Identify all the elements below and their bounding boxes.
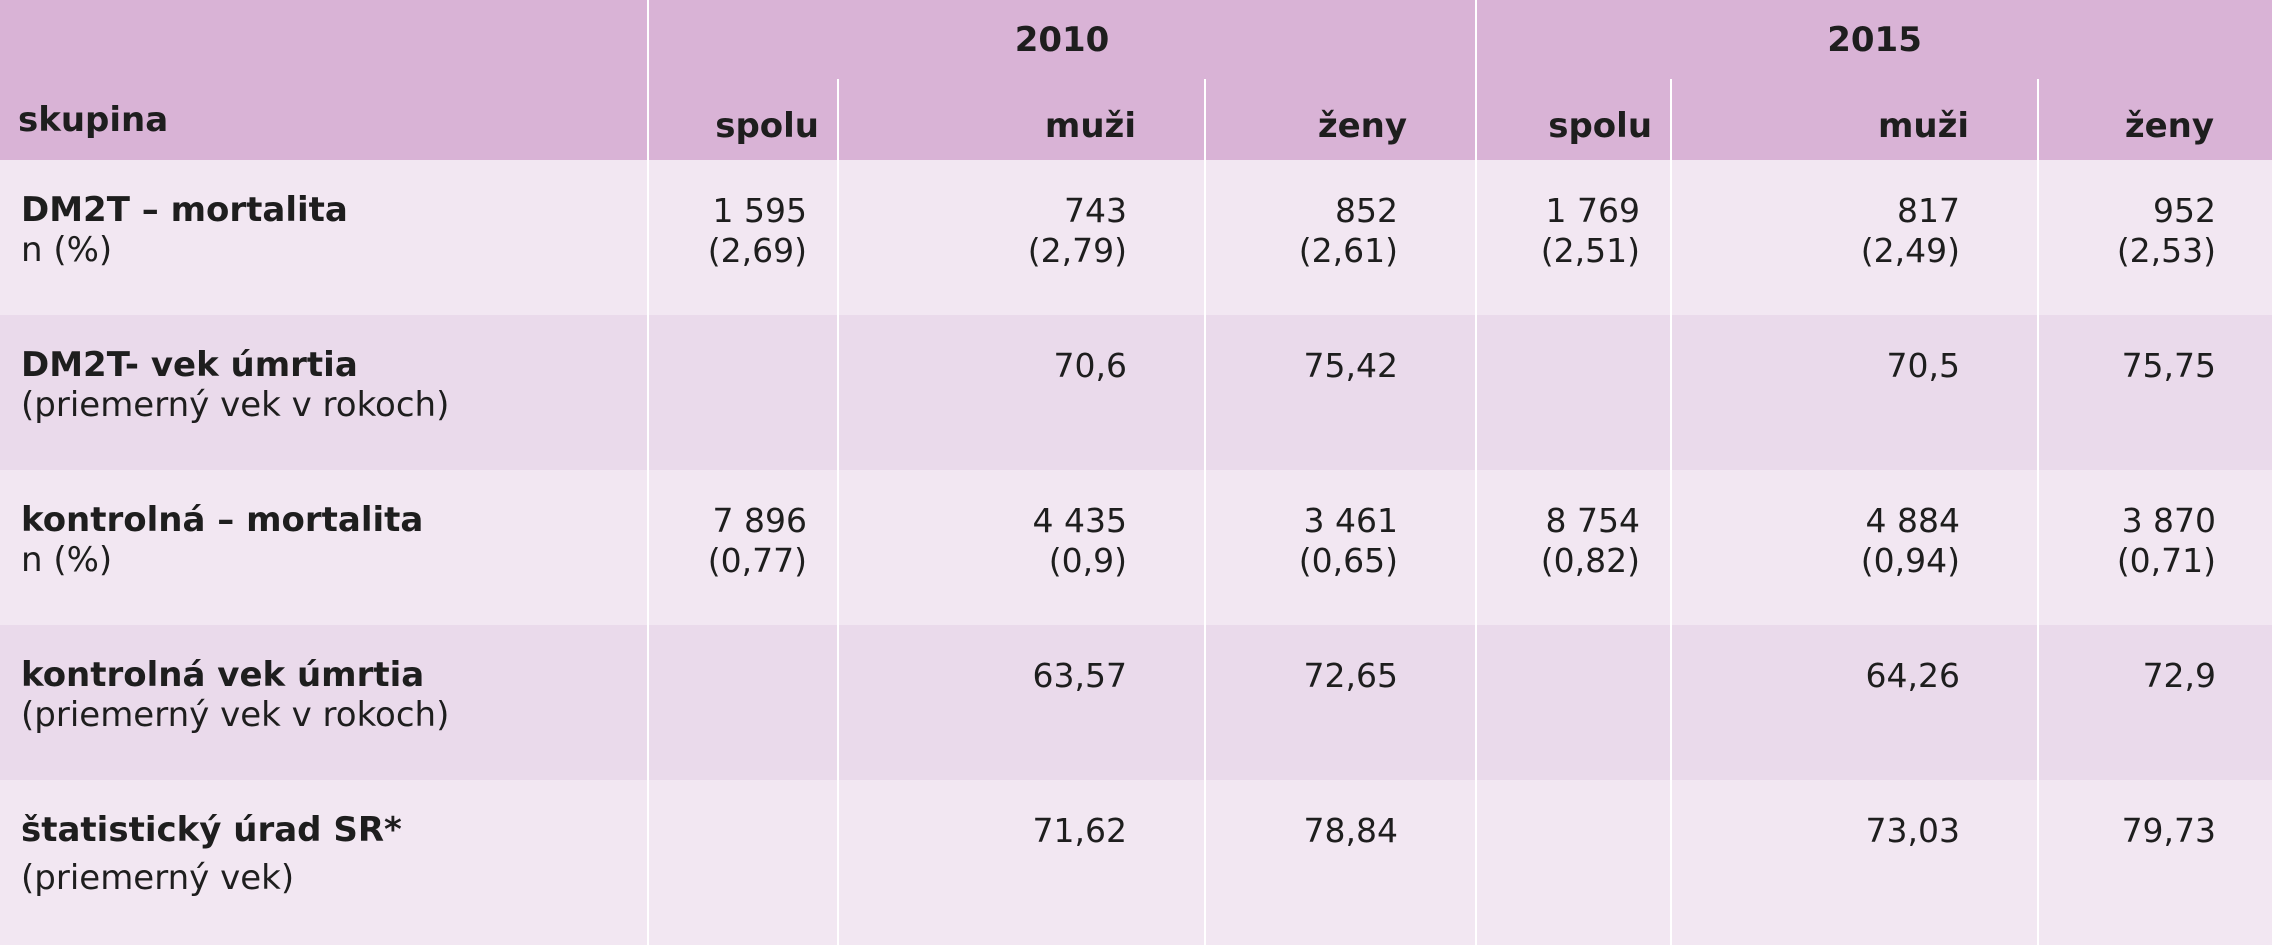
year-header-2015: 2015 bbox=[1475, 0, 2272, 79]
cell-2010-women: 75,42 bbox=[1203, 315, 1477, 470]
cell-2010-total: 1 595 (2,69) bbox=[647, 160, 838, 315]
sub-header-2010-women: ženy bbox=[1203, 79, 1477, 160]
row-subtitle: n (%) bbox=[21, 540, 113, 580]
cell-2010-total bbox=[647, 315, 838, 470]
row-subtitle: (priemerný vek) bbox=[21, 858, 295, 898]
cell-2015-men: 64,26 bbox=[1670, 625, 2039, 780]
cell-2010-women: 72,65 bbox=[1203, 625, 1477, 780]
cell-2015-total: 1 769 (2,51) bbox=[1475, 160, 1672, 315]
row-title: DM2T- vek úmrtia bbox=[21, 345, 358, 385]
cell-2015-men: 73,03 bbox=[1670, 780, 2039, 945]
sub-header-2015-men: muži bbox=[1670, 79, 2039, 160]
cell-2015-total bbox=[1475, 315, 1672, 470]
row-subtitle: n (%) bbox=[21, 230, 113, 270]
sub-header-row: skupina spolu muži ženy spolu muži ženy bbox=[0, 79, 2272, 160]
cell-2015-women: 3 870 (0,71) bbox=[2037, 470, 2272, 625]
cell-2015-total bbox=[1475, 625, 1672, 780]
cell-2015-total: 8 754 (0,82) bbox=[1475, 470, 1672, 625]
cell-2010-women: 78,84 bbox=[1203, 780, 1477, 945]
table-row: DM2T – mortalita n (%) 1 595 (2,69) 743 (2… bbox=[0, 160, 2272, 315]
row-subtitle: (priemerný vek v rokoch) bbox=[21, 695, 450, 735]
row-subtitle: (priemerný vek v rokoch) bbox=[21, 385, 450, 425]
row-label: DM2T- vek úmrtia (priemerný vek v rokoch… bbox=[0, 315, 648, 470]
cell-2010-men: 63,57 bbox=[837, 625, 1205, 780]
row-title: DM2T – mortalita bbox=[21, 190, 348, 230]
header-corner bbox=[0, 0, 648, 79]
sub-header-2015-women: ženy bbox=[2037, 79, 2272, 160]
cell-2015-women: 79,73 bbox=[2037, 780, 2272, 945]
cell-2010-total bbox=[647, 780, 838, 945]
row-label: DM2T – mortalita n (%) bbox=[0, 160, 648, 315]
cell-2015-men: 817 (2,49) bbox=[1670, 160, 2039, 315]
cell-2015-women: 952 (2,53) bbox=[2037, 160, 2272, 315]
cell-2010-men: 70,6 bbox=[837, 315, 1205, 470]
group-label-header: skupina bbox=[0, 79, 648, 160]
table-row: štatistický úrad SR* (priemerný vek) 71,… bbox=[0, 780, 2272, 945]
cell-2010-women: 852 (2,61) bbox=[1203, 160, 1477, 315]
row-title: kontrolná vek úmrtia bbox=[21, 655, 425, 695]
cell-2015-women: 75,75 bbox=[2037, 315, 2272, 470]
cell-2010-women: 3 461 (0,65) bbox=[1203, 470, 1477, 625]
cell-2010-men: 71,62 bbox=[837, 780, 1205, 945]
cell-2015-women: 72,9 bbox=[2037, 625, 2272, 780]
sub-header-2010-men: muži bbox=[837, 79, 1205, 160]
cell-2010-total bbox=[647, 625, 838, 780]
table-row: kontrolná vek úmrtia (priemerný vek v ro… bbox=[0, 625, 2272, 780]
sub-header-2015-total: spolu bbox=[1475, 79, 1672, 160]
table-row: kontrolná – mortalita n (%) 7 896 (0,77) … bbox=[0, 470, 2272, 625]
cell-2010-men: 4 435 (0,9) bbox=[837, 470, 1205, 625]
cell-2015-men: 4 884 (0,94) bbox=[1670, 470, 2039, 625]
row-label: štatistický úrad SR* (priemerný vek) bbox=[0, 780, 648, 945]
year-header-row: 2010 2015 bbox=[0, 0, 2272, 79]
cell-2010-total: 7 896 (0,77) bbox=[647, 470, 838, 625]
row-label: kontrolná – mortalita n (%) bbox=[0, 470, 648, 625]
row-title: štatistický úrad SR* bbox=[21, 810, 402, 850]
year-header-2010: 2010 bbox=[646, 0, 1477, 79]
cell-2015-men: 70,5 bbox=[1670, 315, 2039, 470]
sub-header-2010-total: spolu bbox=[647, 79, 838, 160]
cell-2010-men: 743 (2,79) bbox=[837, 160, 1205, 315]
row-title: kontrolná – mortalita bbox=[21, 500, 424, 540]
table-row: DM2T- vek úmrtia (priemerný vek v rokoch… bbox=[0, 315, 2272, 470]
cell-2015-total bbox=[1475, 780, 1672, 945]
row-label: kontrolná vek úmrtia (priemerný vek v ro… bbox=[0, 625, 648, 780]
